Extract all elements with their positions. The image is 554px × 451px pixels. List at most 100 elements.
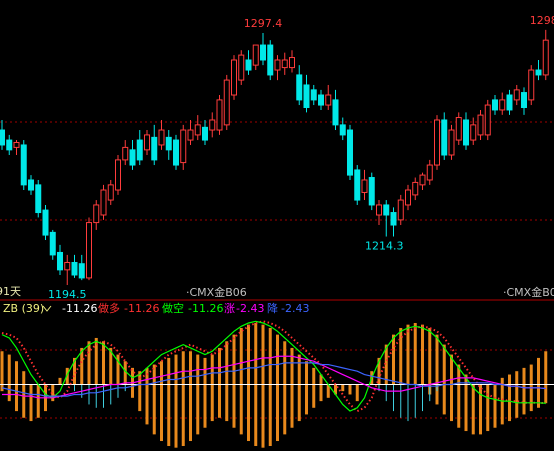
candle-body xyxy=(158,129,165,146)
indicator-bar xyxy=(544,384,548,404)
indicator-bar xyxy=(522,384,526,415)
indicator-bar xyxy=(22,384,26,418)
indicator-bar xyxy=(58,377,62,385)
candle-body xyxy=(296,74,303,101)
indicator-bar xyxy=(174,384,178,448)
candle-body xyxy=(173,139,179,166)
high-label: 1298.7 xyxy=(530,14,554,27)
indicator-bar xyxy=(0,384,4,392)
indicator-bar xyxy=(493,384,497,428)
indicator-bar xyxy=(400,384,402,418)
indicator-bar xyxy=(384,344,388,385)
candle-body xyxy=(528,69,535,101)
indicator-bar xyxy=(276,384,279,442)
indicator-bar xyxy=(406,324,410,385)
candle-body xyxy=(136,139,143,161)
contract-label: ·CMX金B06 xyxy=(186,285,247,299)
indicator-bar xyxy=(131,367,134,385)
candle-body xyxy=(310,89,317,101)
indicator-bar xyxy=(145,367,149,385)
indicator-bar xyxy=(247,384,250,442)
indicator-bar xyxy=(232,384,236,428)
indicator-bar xyxy=(442,384,446,415)
indicator-bar xyxy=(385,384,387,402)
indicator-bar xyxy=(457,384,461,428)
legend-name: 涨 xyxy=(224,302,235,315)
candle-body xyxy=(347,129,353,176)
candle-body xyxy=(165,136,172,151)
candle-body xyxy=(332,99,339,126)
indicator-bar xyxy=(103,384,104,408)
indicator-bar xyxy=(167,384,171,447)
indicator-bar xyxy=(189,384,192,442)
indicator-bar xyxy=(181,351,185,385)
candle-body xyxy=(448,129,455,156)
indicator-bar xyxy=(225,384,229,422)
candle-body xyxy=(86,222,92,279)
candle-body xyxy=(187,129,194,141)
period-label: 91天 xyxy=(0,285,21,298)
indicator-bar xyxy=(464,374,468,385)
indicator-bar xyxy=(457,364,461,385)
candle-body xyxy=(281,59,288,69)
indicator-bar xyxy=(393,384,394,412)
indicator-bar xyxy=(428,327,432,385)
candle-body xyxy=(64,261,71,271)
indicator-bar xyxy=(435,334,439,385)
candle-body xyxy=(260,44,266,61)
indicator-bar xyxy=(87,341,91,385)
dropdown-icon[interactable] xyxy=(42,305,52,312)
indicator-bar xyxy=(247,324,250,385)
candle-body xyxy=(129,149,136,166)
indicator-line xyxy=(1,320,546,412)
indicator-bar xyxy=(312,384,316,408)
indicator-bar xyxy=(152,364,156,385)
indicator-bar xyxy=(73,357,76,385)
candle-body xyxy=(325,94,332,106)
indicator-bar xyxy=(297,384,301,422)
indicator-bar xyxy=(225,341,229,385)
indicator-bar xyxy=(261,324,265,385)
indicator-bar xyxy=(436,384,438,392)
indicator-bar xyxy=(319,374,323,385)
indicator-bar xyxy=(450,384,453,422)
indicator-bar xyxy=(203,384,207,428)
indicator-bar xyxy=(348,384,352,395)
low-label: 1194.5 xyxy=(48,288,87,301)
indicator-bar xyxy=(486,384,490,432)
indicator-bar xyxy=(0,351,4,385)
indicator-bar xyxy=(138,384,142,412)
candle-body xyxy=(289,57,295,69)
candle-body xyxy=(361,179,368,193)
legend-value: -11.26 xyxy=(188,302,223,315)
indicator-bar xyxy=(399,327,403,385)
candle-body xyxy=(100,189,107,216)
indicator-bar xyxy=(36,384,40,418)
indicator-bar xyxy=(414,384,416,418)
indicator-bar xyxy=(508,374,511,385)
indicator-bar xyxy=(196,384,200,435)
candle-body xyxy=(376,204,382,216)
candle-body xyxy=(28,179,34,191)
indicator-value: -11.26 xyxy=(62,302,97,315)
candle-body xyxy=(397,199,404,221)
indicator-bar xyxy=(479,384,482,435)
indicator-bar xyxy=(110,384,112,405)
indicator-bar xyxy=(500,384,504,425)
candle-body xyxy=(535,69,542,76)
candle-body xyxy=(470,124,477,141)
indicator-bar xyxy=(131,384,134,398)
candle-body xyxy=(434,119,440,166)
candle-body xyxy=(78,263,85,279)
candle-body xyxy=(455,117,462,141)
candle-body xyxy=(383,204,390,216)
candle-body xyxy=(71,261,78,276)
candle-body xyxy=(405,189,411,206)
candle-body xyxy=(194,124,201,136)
indicator-bar xyxy=(268,327,272,385)
indicator-bar xyxy=(7,384,11,402)
indicator-bar xyxy=(239,327,243,385)
candle-body xyxy=(42,209,49,236)
candle-body xyxy=(245,59,252,71)
candle-body xyxy=(368,177,375,206)
